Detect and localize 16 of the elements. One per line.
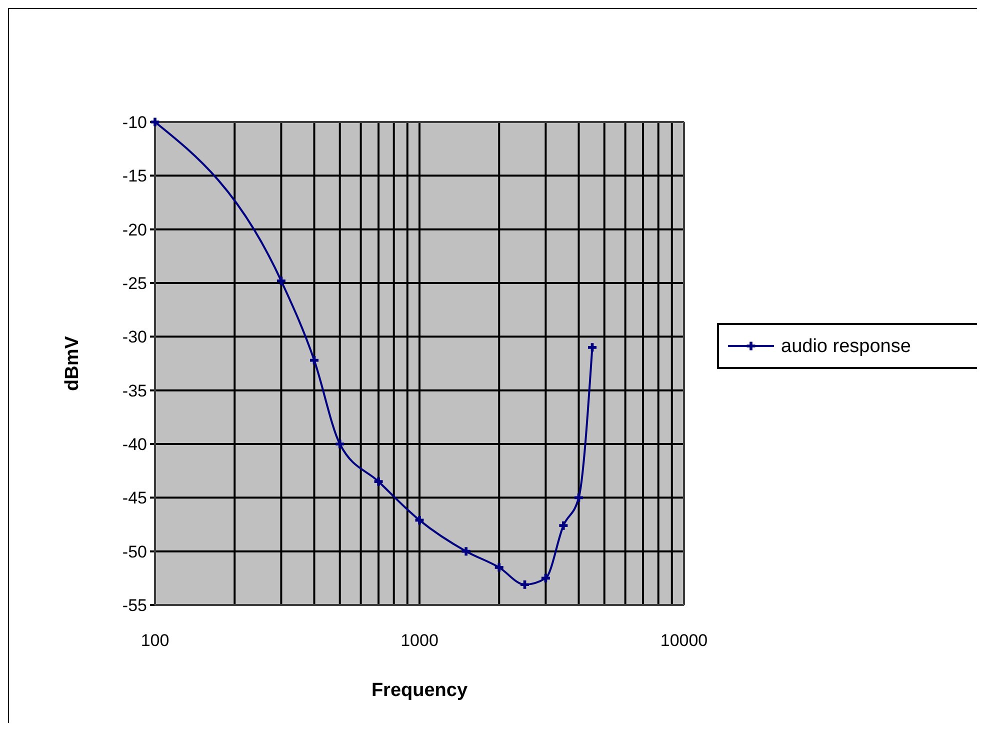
y-tick-label: -35	[122, 381, 147, 400]
y-tick-label: -15	[122, 166, 147, 186]
y-axis-title: dBmV	[62, 336, 83, 391]
y-tick-label: -30	[122, 328, 147, 347]
y-tick-label: -20	[122, 220, 147, 240]
y-tick-label: -25	[122, 274, 147, 293]
y-tick-label: -50	[122, 542, 147, 562]
x-tick-label: 10000	[660, 631, 708, 650]
y-tick-label: -40	[122, 435, 147, 454]
x-tick-label: 100	[140, 631, 170, 650]
y-tick-label: -55	[122, 596, 147, 615]
legend-label: audio response	[781, 336, 911, 357]
y-tick-label: -45	[122, 488, 147, 508]
x-tick-label: 1000	[400, 631, 438, 650]
y-tick-label: -10	[122, 113, 147, 132]
x-axis-title: Frequency	[371, 680, 468, 701]
